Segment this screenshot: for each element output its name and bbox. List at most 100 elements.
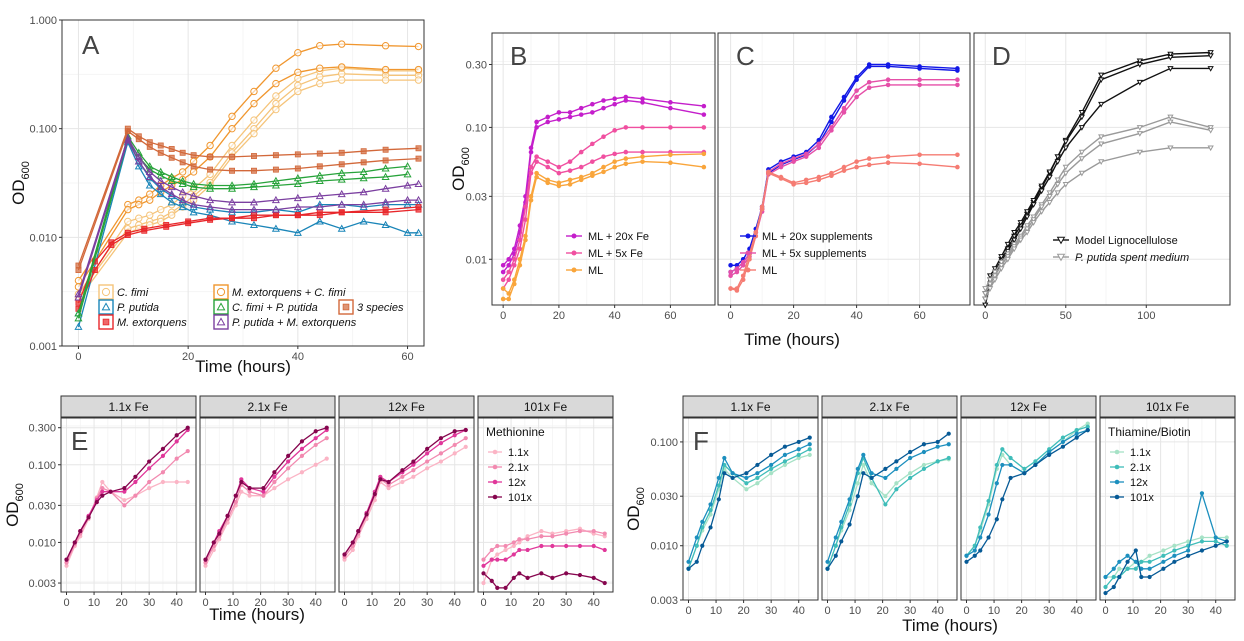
panel-f-facet-4-series-2.1x-point <box>1213 539 1218 544</box>
panel-f-facet-2-series-12x-point <box>861 452 866 457</box>
series-p-putida-point <box>315 217 324 225</box>
panel-e-facet-4-series-12x-point <box>539 543 544 549</box>
panel-f-facet-2-x-tick-label: 20 <box>876 605 888 617</box>
panel-e-facet-2-series-101x-point <box>233 493 238 498</box>
panel-f-facet-3-series-101x-point <box>1060 444 1066 449</box>
panel-b-series-ml-point <box>534 174 539 180</box>
panel-e-facet-2-panel: 0 10 20 30 40 2.1x Fe <box>199 395 336 609</box>
panel-f-facet-3-series-1.1x-point <box>1085 421 1090 426</box>
series-c-fimi-p-putida-point <box>178 179 187 187</box>
series-m-extorquens-point <box>185 220 192 227</box>
panel-f-facet-1-series-101x-point <box>782 444 788 449</box>
panel-f-facet-4-background <box>1100 418 1235 600</box>
panel-c-series-ml-20x-supplements-point <box>728 263 733 268</box>
panel-e-strip <box>338 395 475 418</box>
panel-f-legend-label: 1.1x <box>1130 447 1151 459</box>
panel-e-strip <box>477 395 614 418</box>
series-m-extorquens-point <box>163 223 170 230</box>
panel-d-series-p-putida-spent-medium-point <box>1062 170 1069 177</box>
panel-f-facet-1-series-12x-point <box>694 535 699 540</box>
panel-b-y-axis-title: OD600 <box>449 147 472 191</box>
panel-d-series-model-lignocellulose-point <box>1023 209 1031 215</box>
panel-d-series-model-lignocellulose-point <box>1054 159 1061 165</box>
series-m-extorquens-c-fimi-point <box>124 205 132 214</box>
series-m-extorquens-c-fimi-point <box>146 190 154 198</box>
panel-e-facet-3-x-tick-label: 40 <box>449 597 461 609</box>
series-m-extorquens-point <box>229 215 235 222</box>
panel-d-panel: 0 50 100 D Model Lignocellulose P. putida spe… <box>973 32 1231 322</box>
panel-e-strip-label: 12x Fe <box>388 400 425 414</box>
series-c-fimi-p-putida-point <box>403 162 412 170</box>
panel-c-series-ml-5x-supplements-point <box>816 145 822 151</box>
panel-f-strip-label: 2.1x Fe <box>869 400 909 414</box>
panel-e-facet-4-series-2.1x-point <box>577 528 583 534</box>
panel-d-frame <box>973 32 1231 306</box>
panel-e-facet-1-x-tick-label: 0 <box>63 597 69 609</box>
panel-f-facet-4-series-101x-point <box>1125 559 1130 564</box>
panel-e-facet-1-series-12x-point <box>174 439 179 444</box>
panel-c-series-ml-5x-supplements-point <box>803 154 809 159</box>
panel-e-facet-1-series-101x-point <box>160 446 166 452</box>
series-p-putida-point <box>178 198 187 206</box>
panel-e-facet-2-series-2.1x-point <box>247 489 252 494</box>
panel-b-series-ml-20x-fe-point <box>668 105 673 111</box>
legend-label-c-fimi-p-putida: C. fimi + P. putida <box>232 302 318 314</box>
series-p-putida-point <box>156 189 165 198</box>
series-p-putida-m-extorquens-point <box>293 202 302 211</box>
panel-f-facet-2-x-tick-label: 30 <box>904 605 916 617</box>
series-m-extorquens-line <box>77 206 419 304</box>
series-p-putida-m-extorquens-point <box>249 205 259 213</box>
panel-f-facet-1-series-2.1x-point <box>755 475 760 481</box>
panel-f-label: F <box>693 426 709 456</box>
panel-d-series-model-lignocellulose-point <box>1030 202 1037 208</box>
panel-b-series-ml-point <box>590 173 595 179</box>
panel-d-series-p-putida-spent-medium-line <box>984 147 1211 300</box>
panel-b-series-ml-5x-fe-point <box>612 151 617 157</box>
panel-d-series-model-lignocellulose-point <box>982 302 989 309</box>
panel-e-facet-4-series-101x-point <box>577 572 583 578</box>
panel-b-series-ml-20x-fe-point <box>623 94 629 100</box>
panel-f-facet-3-series-101x-point <box>1022 471 1027 476</box>
panel-e-facet-1-series-2.1x-point <box>122 503 127 508</box>
panel-b-series-ml-5x-fe-point <box>590 159 595 164</box>
panel-d-series-model-lignocellulose-point <box>991 266 999 272</box>
panel-f-facet-1-series-2.1x-point <box>796 452 801 457</box>
series-p-putida-point <box>178 202 187 211</box>
panel-b-series-ml-point <box>701 151 707 157</box>
series-3-species-point <box>157 142 164 149</box>
panel-b-y-tick-label: 0.01 <box>466 254 487 266</box>
series-c-fimi-point <box>157 205 165 214</box>
panel-c-series-ml-point <box>791 182 796 187</box>
series-c-fimi-p-putida-point <box>167 172 176 180</box>
panel-e-strip-label: 101x Fe <box>524 400 568 414</box>
panel-d-series-p-putida-spent-medium-point <box>1011 246 1018 253</box>
series-p-putida-m-extorquens-point <box>381 184 390 192</box>
panel-b-legend-key-marker <box>571 250 577 256</box>
panel-b-series-ml-20x-fe-point <box>506 256 512 262</box>
series-p-putida-m-extorquens-point <box>134 152 143 160</box>
panel-a-label: A <box>82 30 100 60</box>
panel-b-series-ml-point <box>506 296 512 302</box>
series-p-putida-m-extorquens-point <box>403 181 412 189</box>
panel-e-facet-1-series-2.1x-point <box>64 560 69 565</box>
panel-e-facet-1-series-101x-point <box>86 515 91 520</box>
panel-d-series-p-putida-spent-medium-point <box>1098 159 1105 165</box>
panel-d-series-p-putida-spent-medium-point <box>982 291 989 297</box>
panel-e-facet-1-series-2.1x-point <box>174 456 179 461</box>
panel-e-facet-1-y-tick-label: 0.100 <box>28 460 56 472</box>
legend-key-box <box>98 299 114 315</box>
panel-c-series-ml-point <box>734 288 740 293</box>
panel-e-facet-1-frame <box>60 417 197 593</box>
panel-f-facet-1-series-2.1x-point <box>769 466 774 471</box>
panel-c-frame <box>717 32 971 306</box>
panel-c-legend-key-marker <box>745 233 751 239</box>
series-m-extorquens-c-fimi-point <box>228 124 236 133</box>
panel-d-series-p-putida-spent-medium-point <box>1023 223 1031 229</box>
panel-f-facet-1-series-12x-point <box>722 455 727 461</box>
series-c-fimi-p-putida-line <box>77 134 408 314</box>
panel-e-facet-4-series-101x-point <box>525 575 530 580</box>
panel-c-series-ml-point <box>816 177 822 183</box>
panel-f-facet-1-x-tick-label: 30 <box>765 605 777 617</box>
panel-e-facet-2-x-tick-label: 0 <box>202 597 208 609</box>
panel-e-facet-2-x-tick-label: 40 <box>310 597 322 609</box>
